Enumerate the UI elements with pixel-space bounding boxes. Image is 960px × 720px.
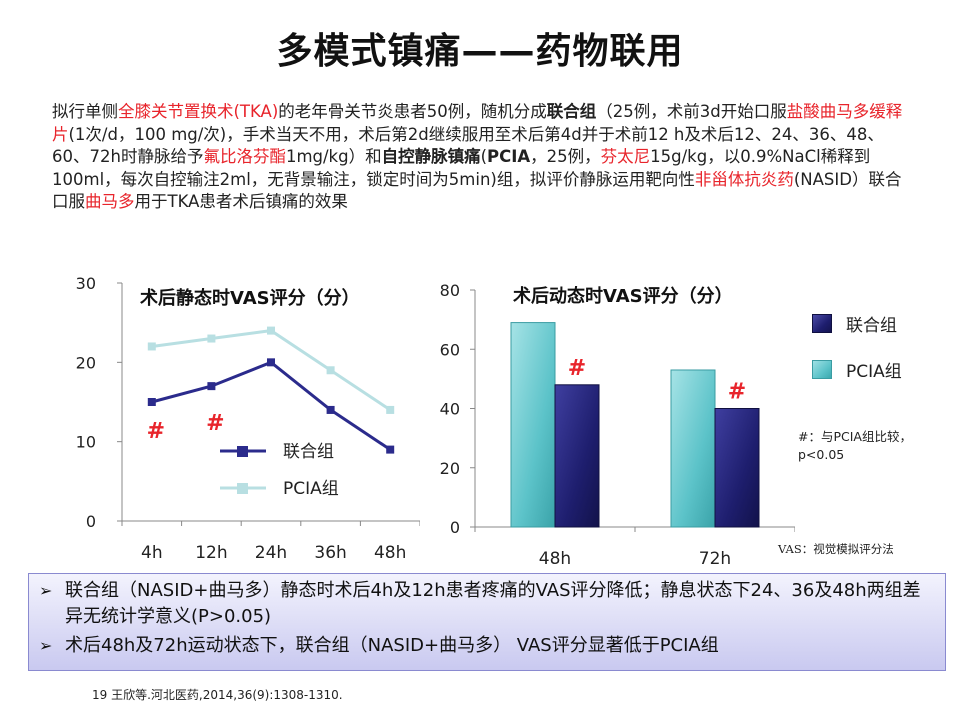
y-tick-label: 10 <box>76 433 96 452</box>
data-point <box>147 342 156 351</box>
intro-bold: PCIA <box>487 147 531 166</box>
legend-marker <box>237 446 248 457</box>
legend-label: PCIA组 <box>283 479 339 499</box>
legend-swatch <box>812 313 832 333</box>
y-tick-label: 20 <box>76 353 96 372</box>
series-line <box>151 329 392 412</box>
arrow-bullet-icon: ➢ <box>39 636 53 655</box>
intro-text: 15g/kg，以0.9%NaCl稀释到100ml，每次自控输注2ml，无背景输注… <box>52 147 871 189</box>
data-point <box>386 445 395 454</box>
intro-highlight: 非甾体抗炎药 <box>694 169 794 189</box>
intro-highlight: 芬太尼 <box>600 147 651 166</box>
x-tick-label: 72h <box>699 549 731 568</box>
data-point <box>207 382 216 391</box>
note-line: p<0.05 <box>798 447 845 462</box>
intro-text: (NASID）联合口服 <box>52 169 902 212</box>
dynamic-vas-bar-chart: 0 20 40 60 80 术后动态时VAS评分（分） 48h 72h # # <box>440 281 795 568</box>
data-point <box>267 358 275 367</box>
series-line <box>151 360 392 451</box>
static-vas-line-chart: 0 10 20 30 4h 12h 24h 36h 48h 术后静态时VAS评分（分） # # 联合组 P… <box>76 274 420 563</box>
significance-mark: # <box>206 411 224 436</box>
summary-text: 术后48h及72h运动状态下，联合组（NASID+曲马多） VAS评分显著低于P… <box>65 635 719 656</box>
significance-note: #：与PCIA组比较， p<0.05 <box>798 428 948 464</box>
intro-paragraph: 拟行单侧全膝关节置换术(TKA)的老年骨关节炎患者50例，随机分成联合组（25例… <box>52 101 912 214</box>
data-point <box>267 326 275 335</box>
summary-text: 联合组（NASID+曲马多）静态时术后4h及12h患者疼痛的VAS评分降低；静息… <box>65 580 921 627</box>
x-tick-label: 4h <box>141 543 163 563</box>
slide-title: 多模式镇痛——药物联用 <box>276 31 684 72</box>
legend-marker <box>237 483 248 494</box>
summary-item: ➢ 联合组（NASID+曲马多）静态时术后4h及12h患者疼痛的VAS评分降低；… <box>39 578 935 630</box>
intro-highlight: 盐酸曲马多缓释片 <box>52 102 903 144</box>
data-point <box>147 398 156 406</box>
intro-text: ( <box>480 147 488 166</box>
legend-item-pcia: PCIA组 <box>812 358 902 382</box>
vas-definition: VAS：视觉模拟评分法 <box>778 542 894 556</box>
bar <box>554 384 600 528</box>
intro-text: 拟行单侧 <box>52 102 118 121</box>
significance-mark: # <box>147 419 165 444</box>
y-tick-label: 0 <box>86 512 96 531</box>
intro-highlight: 曲马多 <box>85 192 135 211</box>
y-tick-label: 30 <box>76 274 96 293</box>
significance-mark: # <box>728 380 746 405</box>
significance-mark: # <box>568 356 586 381</box>
y-tick-label: 40 <box>440 400 460 419</box>
legend-label: PCIA组 <box>846 361 902 382</box>
data-point <box>326 405 335 414</box>
bar <box>670 369 716 528</box>
intro-bold: 联合组 <box>546 102 597 121</box>
intro-highlight: 全膝关节置换术(TKA) <box>118 102 279 121</box>
intro-text: （25例，术前3d开始口服 <box>596 102 787 121</box>
legend-label: 联合组 <box>283 442 334 462</box>
y-tick-label: 60 <box>440 340 460 359</box>
summary-item: ➢ 术后48h及72h运动状态下，联合组（NASID+曲马多） VAS评分显著低… <box>39 633 935 659</box>
data-point <box>326 366 335 375</box>
x-tick-label: 48h <box>374 543 406 563</box>
chart-title: 术后静态时VAS评分（分） <box>140 287 360 309</box>
intro-text: 1mg/kg）和 <box>285 147 382 166</box>
bar <box>714 408 760 528</box>
intro-text: (1次/d，100 mg/次)，手术当天不用，术后第2d继续服用至术后第4d并于… <box>52 124 884 167</box>
x-tick-label: 48h <box>539 549 571 568</box>
intro-text: 用于TKA患者术后镇痛的效果 <box>134 192 348 211</box>
reference: 19 王欣等.河北医药,2014,36(9):1308-1310. <box>92 688 343 702</box>
legend-label: 联合组 <box>846 315 897 336</box>
x-tick-label: 36h <box>314 543 346 563</box>
intro-text: 的老年骨关节炎患者50例，随机分成 <box>278 102 547 121</box>
x-tick-label: 12h <box>195 543 227 563</box>
legend-swatch <box>812 359 832 379</box>
note-line: #：与PCIA组比较， <box>798 429 912 444</box>
chart-title: 术后动态时VAS评分（分） <box>513 285 733 307</box>
y-tick-label: 0 <box>450 518 460 537</box>
bar-chart-legend: 联合组 PCIA组 <box>812 312 902 404</box>
x-tick-label: 24h <box>255 543 287 563</box>
y-tick-label: 20 <box>440 459 460 478</box>
summary-box: ➢ 联合组（NASID+曲马多）静态时术后4h及12h患者疼痛的VAS评分降低；… <box>28 573 946 671</box>
arrow-bullet-icon: ➢ <box>39 581 53 600</box>
intro-bold: 自控静脉镇痛 <box>381 147 481 166</box>
y-tick-label: 80 <box>440 281 460 300</box>
intro-text: ，25例， <box>530 147 601 166</box>
bar <box>510 322 556 528</box>
data-point <box>386 405 395 414</box>
intro-highlight: 氟比洛芬酯 <box>203 147 286 166</box>
data-point <box>207 334 216 343</box>
legend-item-combined: 联合组 <box>812 312 902 336</box>
